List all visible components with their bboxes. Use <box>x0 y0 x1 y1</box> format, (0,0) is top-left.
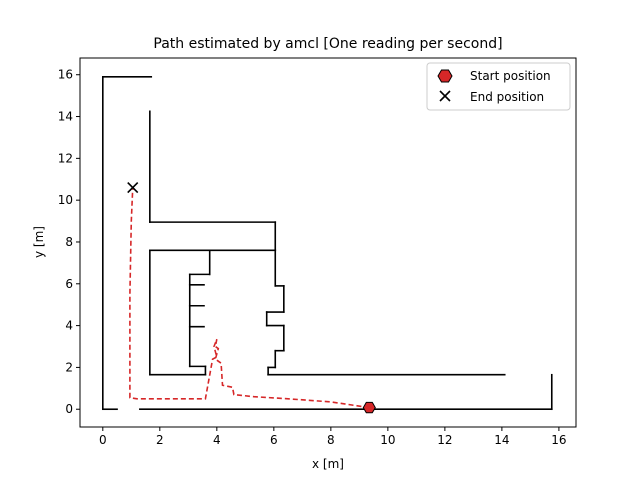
y-axis: 0 2 4 6 8 10 12 14 16 <box>58 68 80 416</box>
x-tick-label-8: 8 <box>327 433 335 447</box>
x-tick-label-14: 14 <box>494 433 509 447</box>
x-axis: 0 2 4 6 8 10 12 14 16 <box>99 427 567 447</box>
legend-start-label: Start position <box>470 69 551 83</box>
markers-layer <box>127 182 376 414</box>
x-tick-label-4: 4 <box>213 433 221 447</box>
y-tick-label-0: 0 <box>65 402 73 416</box>
amcl-path-line <box>129 188 370 409</box>
legend-end-marker <box>439 90 451 102</box>
y-tick-label-10: 10 <box>58 193 73 207</box>
legend-start-marker <box>437 69 453 83</box>
x-tick-label-12: 12 <box>437 433 452 447</box>
y-axis-label: y [m] <box>32 226 46 258</box>
y-tick-label-14: 14 <box>58 110 73 124</box>
y-tick-label-2: 2 <box>65 360 73 374</box>
walls-layer <box>102 76 553 411</box>
y-tick-label-8: 8 <box>65 235 73 249</box>
start-position-marker <box>362 401 376 414</box>
plot-frame <box>79 57 577 428</box>
legend-box <box>426 62 571 111</box>
legend-end-label: End position <box>470 90 544 104</box>
y-tick-label-6: 6 <box>65 277 73 291</box>
y-tick-label-12: 12 <box>58 151 73 165</box>
y-tick-label-16: 16 <box>58 68 73 82</box>
chart-title: Path estimated by amcl [One reading per … <box>153 36 502 52</box>
end-position-marker <box>127 182 139 194</box>
x-axis-label: x [m] <box>312 457 344 471</box>
x-tick-label-6: 6 <box>270 433 278 447</box>
legend: Start position End position <box>426 62 571 111</box>
y-tick-label-4: 4 <box>65 319 73 333</box>
path-layer <box>129 188 370 409</box>
x-tick-label-16: 16 <box>551 433 566 447</box>
x-tick-label-10: 10 <box>380 433 395 447</box>
x-tick-label-2: 2 <box>156 433 164 447</box>
x-tick-label-0: 0 <box>99 433 107 447</box>
